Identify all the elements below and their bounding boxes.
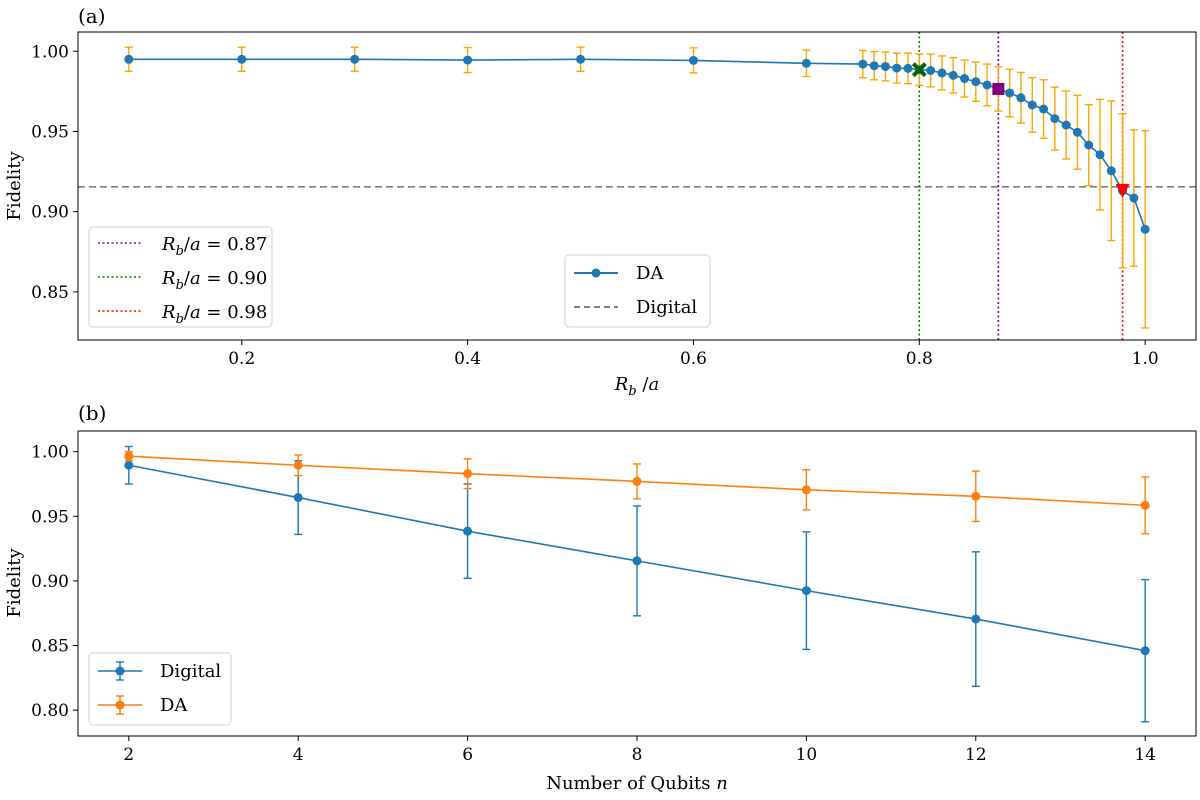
- da-point: [869, 61, 879, 71]
- a-ytick-label: 1.00: [31, 42, 69, 62]
- da-point: [463, 469, 473, 479]
- panel-a-legend-vlines: Rb/a = 0.87 Rb/a = 0.90 Rb/a = 0.98: [88, 226, 273, 328]
- b-xtick-label: 6: [462, 745, 473, 765]
- b-ytick-label: 0.95: [31, 507, 69, 527]
- panel-b-ticks: 2 4 6 8 10 12 14 0.80 0.85 0.90 0.95 1.00: [31, 443, 1156, 765]
- panel-a-label: (a): [78, 4, 106, 28]
- legend-b-label: Digital: [160, 661, 221, 682]
- a-ytick-label: 0.85: [31, 283, 69, 303]
- a-xtick-label: 0.4: [454, 349, 481, 369]
- legend-vline-label: Rb/a = 0.90: [161, 268, 267, 293]
- da-point: [801, 485, 811, 495]
- da-point: [1050, 114, 1060, 124]
- panel-b-legend: Digital DA: [88, 652, 232, 726]
- a-ytick-label: 0.90: [31, 203, 69, 223]
- da-point: [971, 77, 981, 87]
- panel-a: (a) 0.2 0.4 0.6 0.8 1.0 0.85 0.90 0.95 1.00 Rb /…: [4, 4, 1197, 399]
- da-point: [948, 70, 958, 80]
- b-xtick-label: 10: [796, 745, 818, 765]
- digital-point: [124, 460, 134, 470]
- b-ytick-label: 0.80: [31, 701, 69, 721]
- panel-a-legend-series: DA Digital: [564, 254, 711, 328]
- a-xtick-label: 0.2: [228, 349, 255, 369]
- da-point: [858, 59, 868, 69]
- legend-vline-label: Rb/a = 0.98: [161, 302, 267, 327]
- digital-point: [801, 586, 811, 596]
- da-point: [237, 54, 247, 64]
- digital-point: [971, 614, 981, 624]
- legend-da-label: DA: [636, 263, 664, 284]
- b-xtick-label: 4: [293, 745, 304, 765]
- panel-a-xlabel: Rb /a: [614, 374, 659, 399]
- da-point: [1140, 224, 1150, 234]
- da-point: [688, 55, 698, 65]
- da-point: [124, 451, 134, 461]
- da-point: [632, 476, 642, 486]
- marker-triangle-down: [1115, 183, 1130, 198]
- digital-point: [463, 526, 473, 536]
- da-point: [903, 63, 913, 73]
- da-point: [576, 54, 586, 64]
- marker-x: [911, 62, 927, 78]
- legend-b-entry: Digital: [98, 661, 221, 682]
- da-point: [971, 491, 981, 501]
- da-point: [937, 68, 947, 78]
- da-point: [1005, 88, 1015, 98]
- a-xtick-label: 0.6: [680, 349, 707, 369]
- panel-a-frame: [77, 31, 1197, 341]
- da-point: [1027, 100, 1037, 110]
- panel-b-ylabel: Fidelity: [4, 548, 25, 618]
- da-point: [350, 54, 360, 64]
- da-point: [1072, 127, 1082, 137]
- panel-a-ylabel: Fidelity: [4, 151, 25, 221]
- b-xtick-label: 2: [123, 745, 134, 765]
- digital-point: [1140, 646, 1150, 656]
- da-point: [892, 63, 902, 73]
- digital-point: [632, 556, 642, 566]
- b-ytick-label: 0.90: [31, 572, 69, 592]
- da-point: [1084, 140, 1094, 150]
- da-point: [1106, 166, 1116, 176]
- panel-b-plot-area: [124, 445, 1150, 723]
- da-point: [1095, 150, 1105, 160]
- b-xtick-label: 14: [1134, 745, 1156, 765]
- da-point: [293, 460, 303, 470]
- da-point: [1016, 93, 1026, 103]
- panel-a-ticks: 0.2 0.4 0.6 0.8 1.0 0.85 0.90 0.95 1.00: [31, 42, 1159, 369]
- legend-b-entry: DA: [98, 695, 188, 716]
- da-point: [982, 80, 992, 90]
- a-ytick-label: 0.95: [31, 122, 69, 142]
- da-point: [801, 58, 811, 68]
- b-xtick-label: 8: [632, 745, 643, 765]
- legend-digital-label: Digital: [636, 297, 697, 318]
- legend-da-marker: [591, 268, 601, 278]
- da-point: [1039, 104, 1049, 114]
- legend-b-label: DA: [160, 695, 188, 716]
- a-xtick-label: 1.0: [1132, 349, 1159, 369]
- panel-b-label: (b): [78, 401, 106, 425]
- b-ytick-label: 0.85: [31, 637, 69, 657]
- da-point: [124, 54, 134, 64]
- panel-b-xlabel: Number of Qubits n: [546, 773, 728, 794]
- digital-point: [293, 493, 303, 503]
- b-ytick-label: 1.00: [31, 443, 69, 463]
- panel-b: (b) 2 4 6 8 10 12 14 0.80 0.85 0.90 0.95 1.00 Numbe…: [4, 401, 1197, 794]
- a-xtick-label: 0.8: [906, 349, 933, 369]
- da-point: [959, 74, 969, 84]
- da-point: [1061, 120, 1071, 130]
- b-xtick-label: 12: [965, 745, 987, 765]
- da-point: [1140, 500, 1150, 510]
- panel-a-plot-area: [78, 32, 1196, 340]
- da-point: [463, 55, 473, 65]
- da-point: [1129, 193, 1139, 203]
- da-point: [880, 61, 890, 71]
- legend-vline-label: Rb/a = 0.87: [161, 234, 267, 259]
- legend-vlines-box: [88, 226, 273, 328]
- da-point: [926, 66, 936, 75]
- marker-square: [992, 82, 1005, 95]
